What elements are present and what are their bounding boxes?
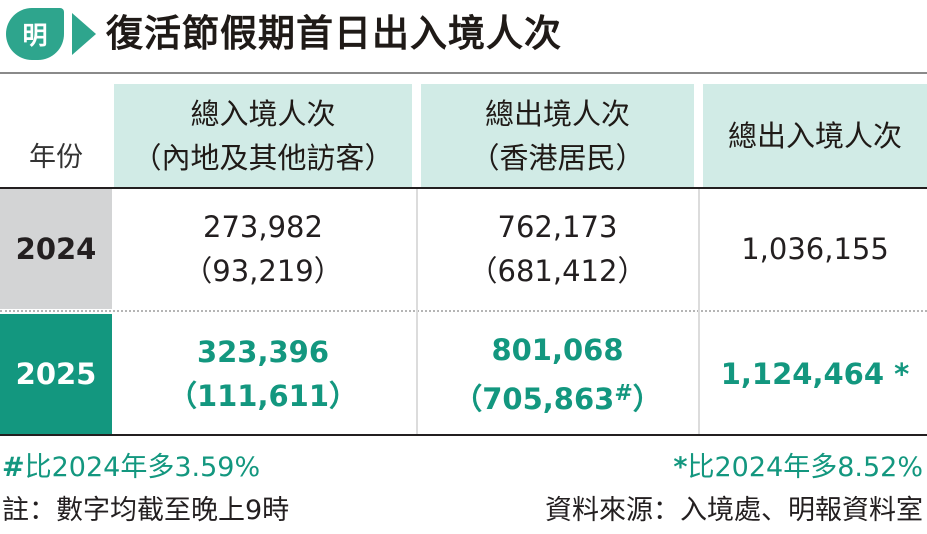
entry-2024-total: 273,982: [203, 210, 323, 244]
row-divider: [0, 310, 927, 312]
entry-2025-total: 323,396: [196, 335, 330, 369]
exit-2024-cell: 762,173 （681,412）: [421, 189, 694, 309]
entry-header: 總入境人次 （內地及其他訪客）: [114, 84, 412, 188]
page-title: 復活節假期首日出入境人次: [106, 12, 562, 55]
exit-header-line2: （香港居民）: [470, 141, 645, 175]
exit-2025-total: 801,068: [491, 332, 624, 367]
column-divider-2: [698, 189, 700, 435]
entry-2025-cell: 323,396 （111,611）: [114, 314, 412, 434]
total-header-label: 總出入境人次: [727, 119, 902, 153]
source: 資料來源：入境處、明報資料室: [545, 495, 923, 526]
brand-logo: 明: [6, 8, 64, 60]
exit-2025-residents-close: ）: [632, 381, 662, 416]
table-bottom-rule: [0, 434, 927, 436]
exit-2025-cell: 801,068 （705,863#）: [421, 314, 694, 434]
entry-2024-mainland: （93,219）: [183, 254, 343, 288]
footnote-hash-text: 比2024年多3.59%: [24, 452, 261, 483]
asterisk-symbol: *: [673, 452, 688, 483]
arrow-icon: [72, 13, 96, 55]
column-divider-1: [416, 189, 418, 435]
total-2024-value: 1,036,155: [741, 232, 889, 266]
title-divider: [0, 72, 927, 74]
exit-2025-residents-value: （705,863: [453, 381, 615, 416]
exit-2024-residents: （681,412）: [468, 254, 647, 288]
year-header: 年份: [29, 142, 83, 173]
exit-header: 總出境人次 （香港居民）: [421, 84, 694, 188]
year-2024-label: 2024: [15, 232, 97, 266]
total-2025-cell: 1,124,464 *: [703, 314, 927, 434]
total-2025-value: 1,124,464 *: [721, 352, 910, 396]
footnote-asterisk: *比2024年多8.52%: [673, 445, 923, 484]
entry-2025-mainland: （111,611）: [167, 379, 359, 413]
year-header-cell: 年份: [0, 84, 112, 188]
header-rule: [0, 187, 927, 189]
exit-2025-residents: （705,863#）: [453, 372, 662, 421]
year-2024-cell: 2024: [0, 189, 112, 309]
exit-2024-total: 762,173: [497, 210, 618, 244]
year-2025-cell: 2025: [0, 314, 112, 434]
total-header: 總出入境人次: [703, 84, 927, 188]
hash-marker: #: [614, 380, 633, 406]
footnote-asterisk-text: 比2024年多8.52%: [687, 452, 924, 483]
total-2025-number: 1,124,464: [720, 357, 884, 391]
header: 明 復活節假期首日出入境人次: [0, 0, 927, 70]
total-2024-cell: 1,036,155: [703, 189, 927, 309]
entry-header-line2: （內地及其他訪客）: [132, 141, 394, 175]
asterisk-marker: *: [894, 357, 910, 391]
entry-header-line1: 總入境人次: [190, 97, 336, 131]
year-2025-label: 2025: [15, 357, 97, 391]
exit-header-line1: 總出境人次: [484, 97, 630, 131]
footnote-hash: #比2024年多3.59%: [2, 445, 260, 484]
hash-symbol: #: [2, 452, 25, 483]
logo-text: 明: [22, 21, 48, 50]
note: 註：數字均截至晚上9時: [2, 495, 290, 526]
entry-2024-cell: 273,982 （93,219）: [114, 189, 412, 309]
